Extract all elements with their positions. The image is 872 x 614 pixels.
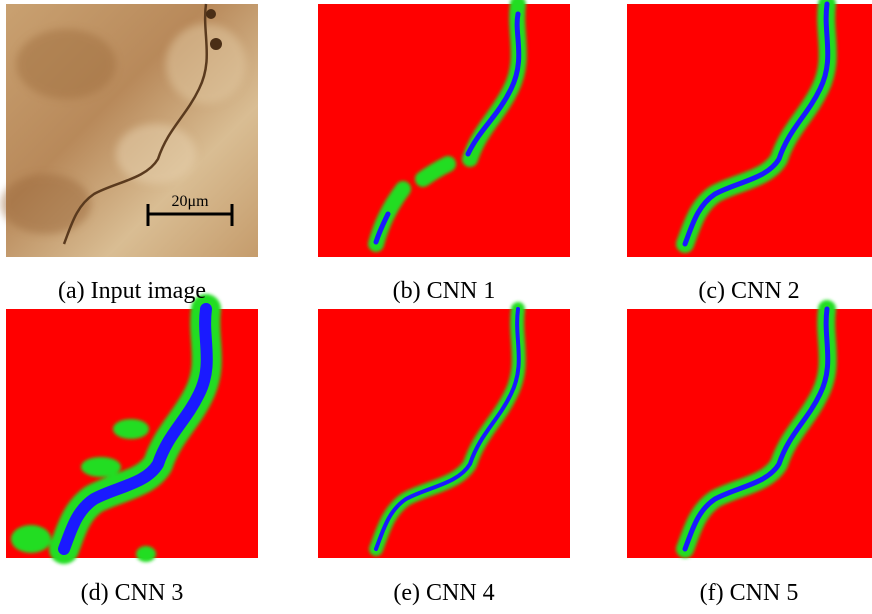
caption: (f) CNN 5: [700, 580, 799, 606]
input-image: 20μm: [1, 4, 258, 257]
cnn5-output: [627, 309, 872, 558]
caption: (e) CNN 4: [393, 580, 494, 606]
cnn3-output: [6, 309, 258, 562]
scale-bar-label: 20μm: [171, 193, 209, 210]
figure: 20μm (a) Input image (b) CN: [0, 0, 872, 614]
caption: (a) Input image: [58, 278, 206, 304]
cnn2-output: [627, 4, 872, 257]
caption: (d) CNN 3: [81, 580, 184, 606]
caption: (c) CNN 2: [698, 278, 799, 304]
cnn1-output: [318, 4, 570, 257]
cnn4-output: [318, 309, 570, 558]
caption: (b) CNN 1: [393, 278, 496, 304]
